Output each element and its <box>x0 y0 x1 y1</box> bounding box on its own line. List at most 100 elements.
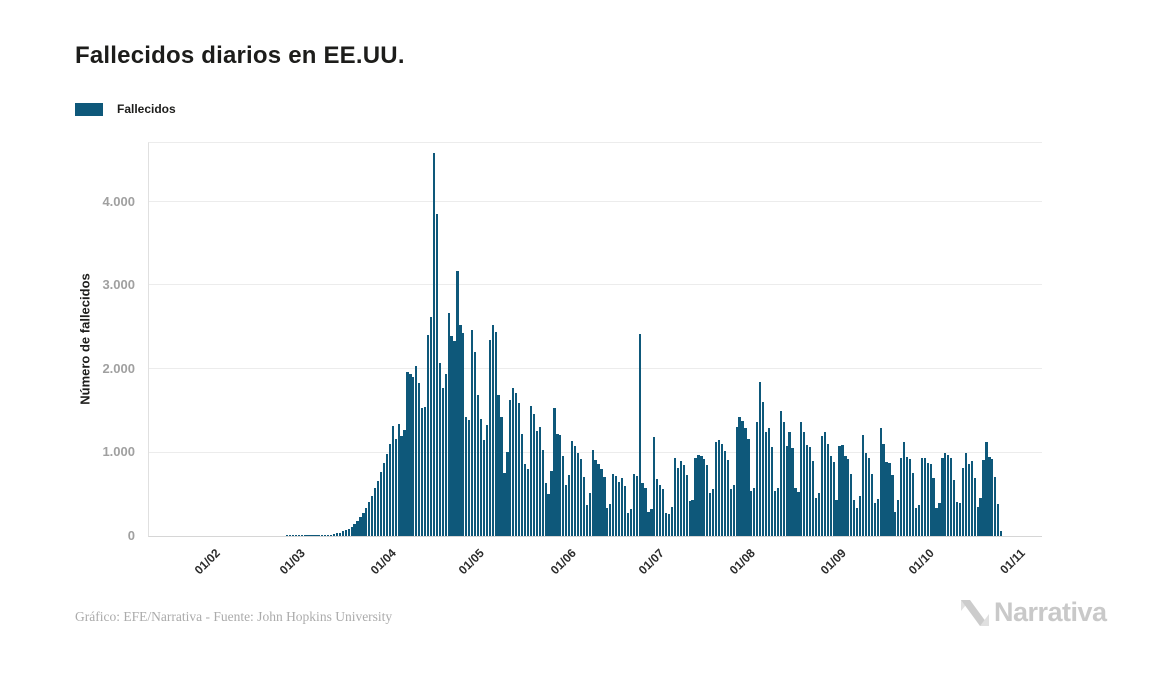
bar[interactable] <box>365 508 368 536</box>
bar[interactable] <box>582 476 585 536</box>
bar[interactable] <box>362 513 365 536</box>
bar[interactable] <box>394 439 397 536</box>
bar[interactable] <box>588 493 591 536</box>
bar[interactable] <box>532 414 535 536</box>
bar[interactable] <box>662 489 665 536</box>
bar[interactable] <box>847 459 850 536</box>
bar[interactable] <box>832 461 835 536</box>
bar[interactable] <box>429 317 433 536</box>
bar[interactable] <box>879 428 882 536</box>
bar[interactable] <box>397 424 400 536</box>
bar[interactable] <box>306 535 309 536</box>
bar[interactable] <box>958 503 962 536</box>
bar[interactable] <box>562 455 565 536</box>
bar[interactable] <box>376 480 380 536</box>
bar[interactable] <box>615 475 618 536</box>
bar[interactable] <box>888 462 891 536</box>
bar[interactable] <box>591 450 594 536</box>
bar[interactable] <box>462 333 465 536</box>
bar[interactable] <box>926 462 929 536</box>
bar[interactable] <box>873 503 876 536</box>
bar[interactable] <box>629 509 632 536</box>
bar[interactable] <box>600 469 603 536</box>
bar[interactable] <box>585 504 588 536</box>
bar[interactable] <box>453 341 456 536</box>
bar[interactable] <box>550 471 553 536</box>
bar[interactable] <box>756 422 759 536</box>
bar[interactable] <box>353 524 356 536</box>
bar[interactable] <box>471 329 474 536</box>
bar[interactable] <box>609 504 612 536</box>
bar[interactable] <box>706 465 709 536</box>
bar[interactable] <box>688 500 691 536</box>
bar[interactable] <box>908 459 912 536</box>
bar[interactable] <box>944 453 947 536</box>
bar[interactable] <box>955 501 959 536</box>
bar[interactable] <box>697 455 700 536</box>
bar[interactable] <box>565 485 568 536</box>
bar[interactable] <box>753 487 756 536</box>
bar[interactable] <box>991 459 994 536</box>
bar[interactable] <box>468 419 471 536</box>
bar[interactable] <box>676 468 679 536</box>
bar[interactable] <box>885 461 888 536</box>
bar[interactable] <box>538 426 541 536</box>
bar[interactable] <box>976 506 979 536</box>
bar[interactable] <box>835 500 838 536</box>
bar[interactable] <box>368 502 371 536</box>
bar[interactable] <box>515 392 518 536</box>
bar[interactable] <box>853 500 856 536</box>
bar[interactable] <box>341 531 344 536</box>
bar[interactable] <box>791 448 794 536</box>
bar[interactable] <box>811 460 815 536</box>
bar[interactable] <box>418 383 421 536</box>
bar[interactable] <box>826 444 829 536</box>
bar[interactable] <box>964 453 968 536</box>
bar[interactable] <box>726 460 729 536</box>
bar[interactable] <box>988 456 991 536</box>
bar[interactable] <box>735 427 738 536</box>
bar[interactable] <box>894 511 897 536</box>
bar[interactable] <box>297 535 300 536</box>
bar[interactable] <box>523 463 527 536</box>
bar[interactable] <box>520 434 524 536</box>
bar[interactable] <box>770 447 774 536</box>
bar[interactable] <box>641 482 644 536</box>
bar[interactable] <box>856 507 859 536</box>
bar[interactable] <box>776 488 779 536</box>
bar[interactable] <box>388 444 391 536</box>
bar[interactable] <box>379 472 383 536</box>
bar[interactable] <box>994 476 997 536</box>
bar[interactable] <box>967 464 970 536</box>
bar[interactable] <box>656 479 659 536</box>
bar[interactable] <box>797 491 800 536</box>
bar[interactable] <box>406 371 409 536</box>
bar[interactable] <box>876 499 879 536</box>
bar[interactable] <box>350 526 353 536</box>
bar[interactable] <box>421 408 424 536</box>
bar[interactable] <box>985 441 988 536</box>
bar[interactable] <box>329 534 333 536</box>
bar[interactable] <box>332 534 336 536</box>
bar[interactable] <box>385 454 389 536</box>
bar[interactable] <box>488 339 491 536</box>
bar[interactable] <box>803 432 806 536</box>
bar[interactable] <box>979 498 982 536</box>
bar[interactable] <box>347 528 350 536</box>
bar[interactable] <box>788 431 791 536</box>
bar[interactable] <box>914 507 918 536</box>
bar[interactable] <box>473 352 477 536</box>
bar[interactable] <box>920 458 923 536</box>
bar[interactable] <box>288 535 292 536</box>
bar[interactable] <box>820 435 823 536</box>
bar[interactable] <box>703 459 706 536</box>
bar[interactable] <box>324 535 327 536</box>
bar[interactable] <box>476 394 480 536</box>
bar[interactable] <box>623 485 627 536</box>
bar[interactable] <box>544 482 547 536</box>
bar[interactable] <box>617 481 621 536</box>
bar[interactable] <box>903 442 906 536</box>
bar[interactable] <box>497 395 500 536</box>
bar[interactable] <box>479 419 483 536</box>
bar[interactable] <box>717 439 721 536</box>
